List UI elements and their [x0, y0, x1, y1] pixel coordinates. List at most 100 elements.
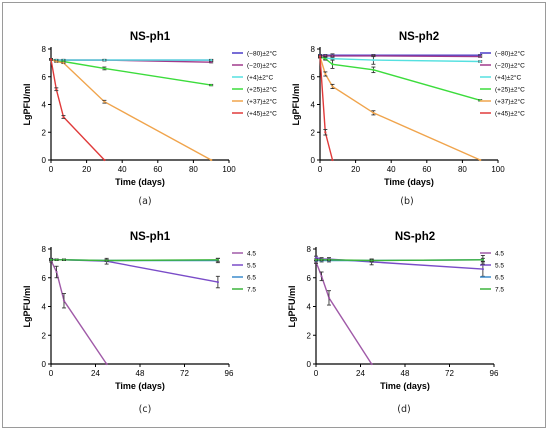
y-tick-label: 2 [42, 331, 47, 340]
data-point [327, 296, 331, 299]
series-line [319, 56, 481, 63]
data-point [314, 258, 318, 261]
legend-label: 6.5 [495, 274, 504, 281]
x-tick-label: 96 [490, 369, 499, 378]
data-point [331, 158, 334, 162]
data-point [103, 100, 106, 103]
data-point [55, 270, 58, 274]
legend-label: (+37)±2°C [247, 97, 277, 105]
data-point [372, 59, 375, 62]
data-point [331, 85, 334, 88]
series-line [320, 55, 481, 58]
legend-label: 4.5 [495, 250, 504, 257]
data-point [49, 258, 53, 261]
data-point [210, 61, 213, 64]
chart-title: NS-ph2 [399, 31, 439, 43]
y-tick-label: 0 [42, 156, 47, 165]
x-tick-label: 24 [356, 369, 365, 378]
data-point [370, 259, 373, 262]
series-line [316, 259, 483, 262]
y-tick-label: 0 [307, 360, 312, 369]
x-tick-label: 48 [136, 369, 145, 378]
chart-title: NS-ph2 [395, 231, 435, 243]
data-point [331, 63, 334, 66]
x-tick-label: 80 [189, 165, 198, 174]
legend-label: 5.5 [495, 262, 504, 269]
x-tick-label: 0 [314, 369, 319, 378]
data-point [324, 72, 327, 76]
data-point [62, 115, 65, 119]
data-point [324, 57, 327, 60]
data-point [62, 299, 66, 302]
series-line [50, 58, 212, 86]
series-5 [318, 55, 482, 162]
y-axis-label: LgPFU/ml [22, 84, 32, 126]
x-axis-label: Time (days) [380, 381, 430, 391]
series-3 [318, 55, 483, 65]
x-tick-label: 40 [387, 165, 396, 174]
data-point [372, 111, 375, 114]
y-tick-label: 0 [311, 156, 316, 165]
x-tick-label: 72 [445, 369, 454, 378]
series-line [50, 260, 108, 365]
legend-label: (+37)±2°C [495, 97, 525, 105]
y-tick-label: 2 [311, 128, 316, 137]
y-tick-label: 2 [42, 128, 47, 137]
data-point [320, 258, 323, 261]
series-4 [314, 257, 485, 262]
y-axis-label: LgPFU/ml [291, 84, 301, 126]
series-4 [318, 55, 483, 102]
x-tick-label: 96 [225, 369, 234, 378]
series-line [315, 261, 373, 365]
legend-label: (+25)±2°C [247, 85, 277, 93]
data-point [105, 362, 108, 366]
x-tick-label: 0 [318, 165, 323, 174]
data-point [331, 57, 334, 60]
y-tick-label: 6 [307, 274, 312, 283]
series-1 [49, 258, 108, 366]
series-1 [314, 260, 373, 366]
series-line [319, 56, 481, 161]
y-tick-label: 4 [42, 101, 47, 110]
data-point [481, 268, 484, 271]
data-point [62, 61, 65, 64]
legend-label: 5.5 [247, 262, 256, 269]
data-point [105, 259, 108, 262]
y-tick-label: 8 [42, 45, 47, 54]
y-tick-label: 8 [42, 245, 47, 254]
x-tick-label: 100 [222, 165, 236, 174]
x-tick-label: 40 [118, 165, 127, 174]
legend-label: (−20)±2°C [247, 61, 277, 69]
data-point [318, 55, 322, 58]
x-tick-label: 60 [422, 165, 431, 174]
y-tick-label: 6 [311, 73, 316, 82]
x-axis-label: Time (days) [115, 381, 165, 391]
data-point [324, 131, 327, 134]
x-tick-label: 48 [401, 369, 410, 378]
legend-label: (+4)±2°C [247, 73, 274, 81]
chart-title: NS-ph1 [130, 231, 171, 243]
data-point [216, 280, 219, 284]
y-axis-label: LgPFU/ml [22, 286, 32, 328]
x-tick-label: 0 [49, 369, 54, 378]
data-point [210, 158, 213, 162]
data-point [210, 83, 213, 87]
data-point [372, 68, 375, 71]
legend-label: 4.5 [247, 250, 256, 257]
legend-label: 7.5 [495, 286, 504, 293]
data-point [370, 362, 373, 366]
data-point [320, 275, 323, 278]
data-point [103, 158, 106, 162]
legend-label: (−80)±2°C [495, 49, 525, 57]
data-point [103, 59, 106, 62]
chart-title: NS-ph1 [130, 31, 171, 43]
series-line [50, 258, 219, 283]
data-point [481, 258, 484, 261]
data-point [327, 258, 331, 261]
data-point [103, 67, 106, 70]
x-axis-label: Time (days) [384, 177, 434, 187]
legend-label: 6.5 [247, 274, 256, 281]
y-tick-label: 6 [42, 274, 47, 283]
